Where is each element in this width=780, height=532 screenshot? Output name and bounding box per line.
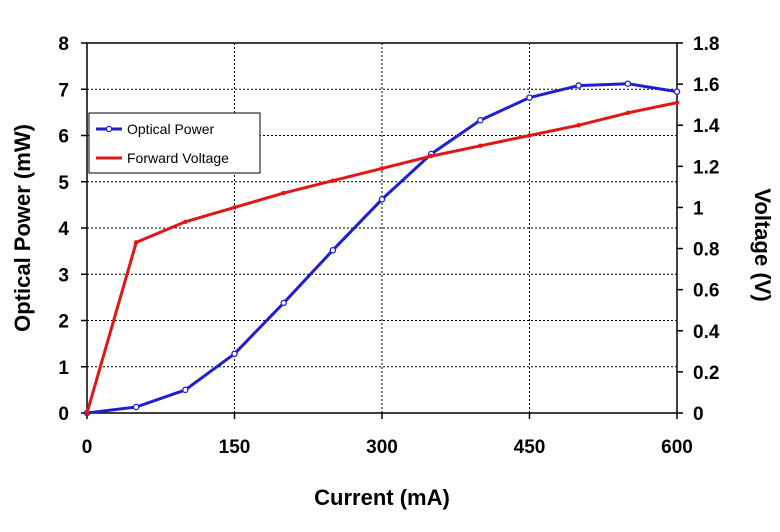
y2-tick-label: 0.4 — [693, 322, 720, 343]
y2-tick-label: 0 — [693, 404, 704, 425]
y-tick-label: 2 — [58, 312, 69, 333]
x-tick-labels: 0 150 300 450 600 — [82, 437, 693, 458]
data-point-forward-voltage — [232, 205, 237, 210]
data-point-forward-voltage — [379, 166, 385, 171]
data-point-forward-voltage — [330, 178, 336, 183]
data-point-forward-voltage — [674, 100, 680, 105]
data-point-optical-power — [477, 116, 484, 124]
legend-marker-optical-power — [105, 125, 113, 133]
tick-marks — [81, 42, 683, 419]
y2-tick-label: 0.8 — [693, 240, 719, 261]
data-point-forward-voltage — [527, 133, 532, 138]
y2-tick-label: 1.8 — [693, 34, 719, 55]
data-point-forward-voltage — [183, 219, 188, 225]
legend-box — [88, 112, 261, 174]
y-tick-label: 0 — [58, 404, 69, 425]
legend: Optical Power Forward Voltage — [88, 112, 261, 174]
y2-axis-title: Voltage (V) — [750, 188, 775, 301]
y2-tick-label: 1 — [693, 198, 704, 219]
x-tick-label: 150 — [219, 437, 251, 458]
y-axis-title: Optical Power (mW) — [10, 124, 35, 332]
data-point-forward-voltage — [133, 240, 139, 245]
legend-label-forward-voltage: Forward Voltage — [127, 150, 229, 166]
y-tick-label: 7 — [58, 80, 69, 101]
x-tick-label: 300 — [366, 437, 398, 458]
series-layer — [83, 80, 681, 417]
y-tick-label: 4 — [58, 219, 69, 240]
data-point-optical-power — [378, 196, 386, 203]
y-tick-label: 8 — [58, 34, 69, 55]
y2-tick-label: 1.4 — [693, 116, 720, 137]
y2-tick-label: 1.2 — [693, 157, 719, 178]
data-point-optical-power — [624, 80, 632, 87]
x-tick-label: 0 — [82, 437, 93, 458]
data-point-forward-voltage — [576, 122, 581, 128]
data-point-optical-power — [575, 82, 582, 89]
data-point-optical-power — [526, 94, 533, 101]
y-tick-label: 6 — [58, 127, 69, 148]
data-point-forward-voltage — [478, 143, 483, 149]
y2-tick-label: 1.6 — [693, 75, 719, 96]
data-point-optical-power — [280, 299, 287, 307]
data-point-optical-power — [132, 403, 140, 411]
data-point-optical-power — [329, 246, 337, 254]
y2-tick-label: 0.6 — [693, 281, 719, 302]
y2-tick-label: 0.2 — [693, 363, 719, 384]
data-point-forward-voltage — [84, 410, 90, 416]
data-point-optical-power — [673, 88, 681, 95]
plot-area-border — [86, 42, 678, 414]
data-point-forward-voltage — [428, 153, 434, 159]
x-tick-label: 600 — [661, 437, 693, 458]
data-point-forward-voltage — [625, 110, 631, 116]
y-tick-label: 5 — [58, 173, 69, 194]
y-tick-labels: 0 1 2 3 4 5 6 7 8 — [58, 34, 69, 425]
data-point-optical-power — [231, 350, 238, 358]
legend-label-optical-power: Optical Power — [127, 121, 214, 137]
y-tick-label: 1 — [58, 358, 69, 379]
y2-tick-labels: 0 0.2 0.4 0.6 0.8 1 1.2 1.4 1.6 1.8 — [693, 34, 720, 425]
data-point-optical-power — [182, 386, 189, 394]
data-point-forward-voltage — [281, 190, 286, 196]
x-axis-title: Current (mA) — [314, 485, 450, 510]
y-tick-label: 3 — [58, 265, 69, 286]
x-tick-label: 450 — [514, 437, 546, 458]
